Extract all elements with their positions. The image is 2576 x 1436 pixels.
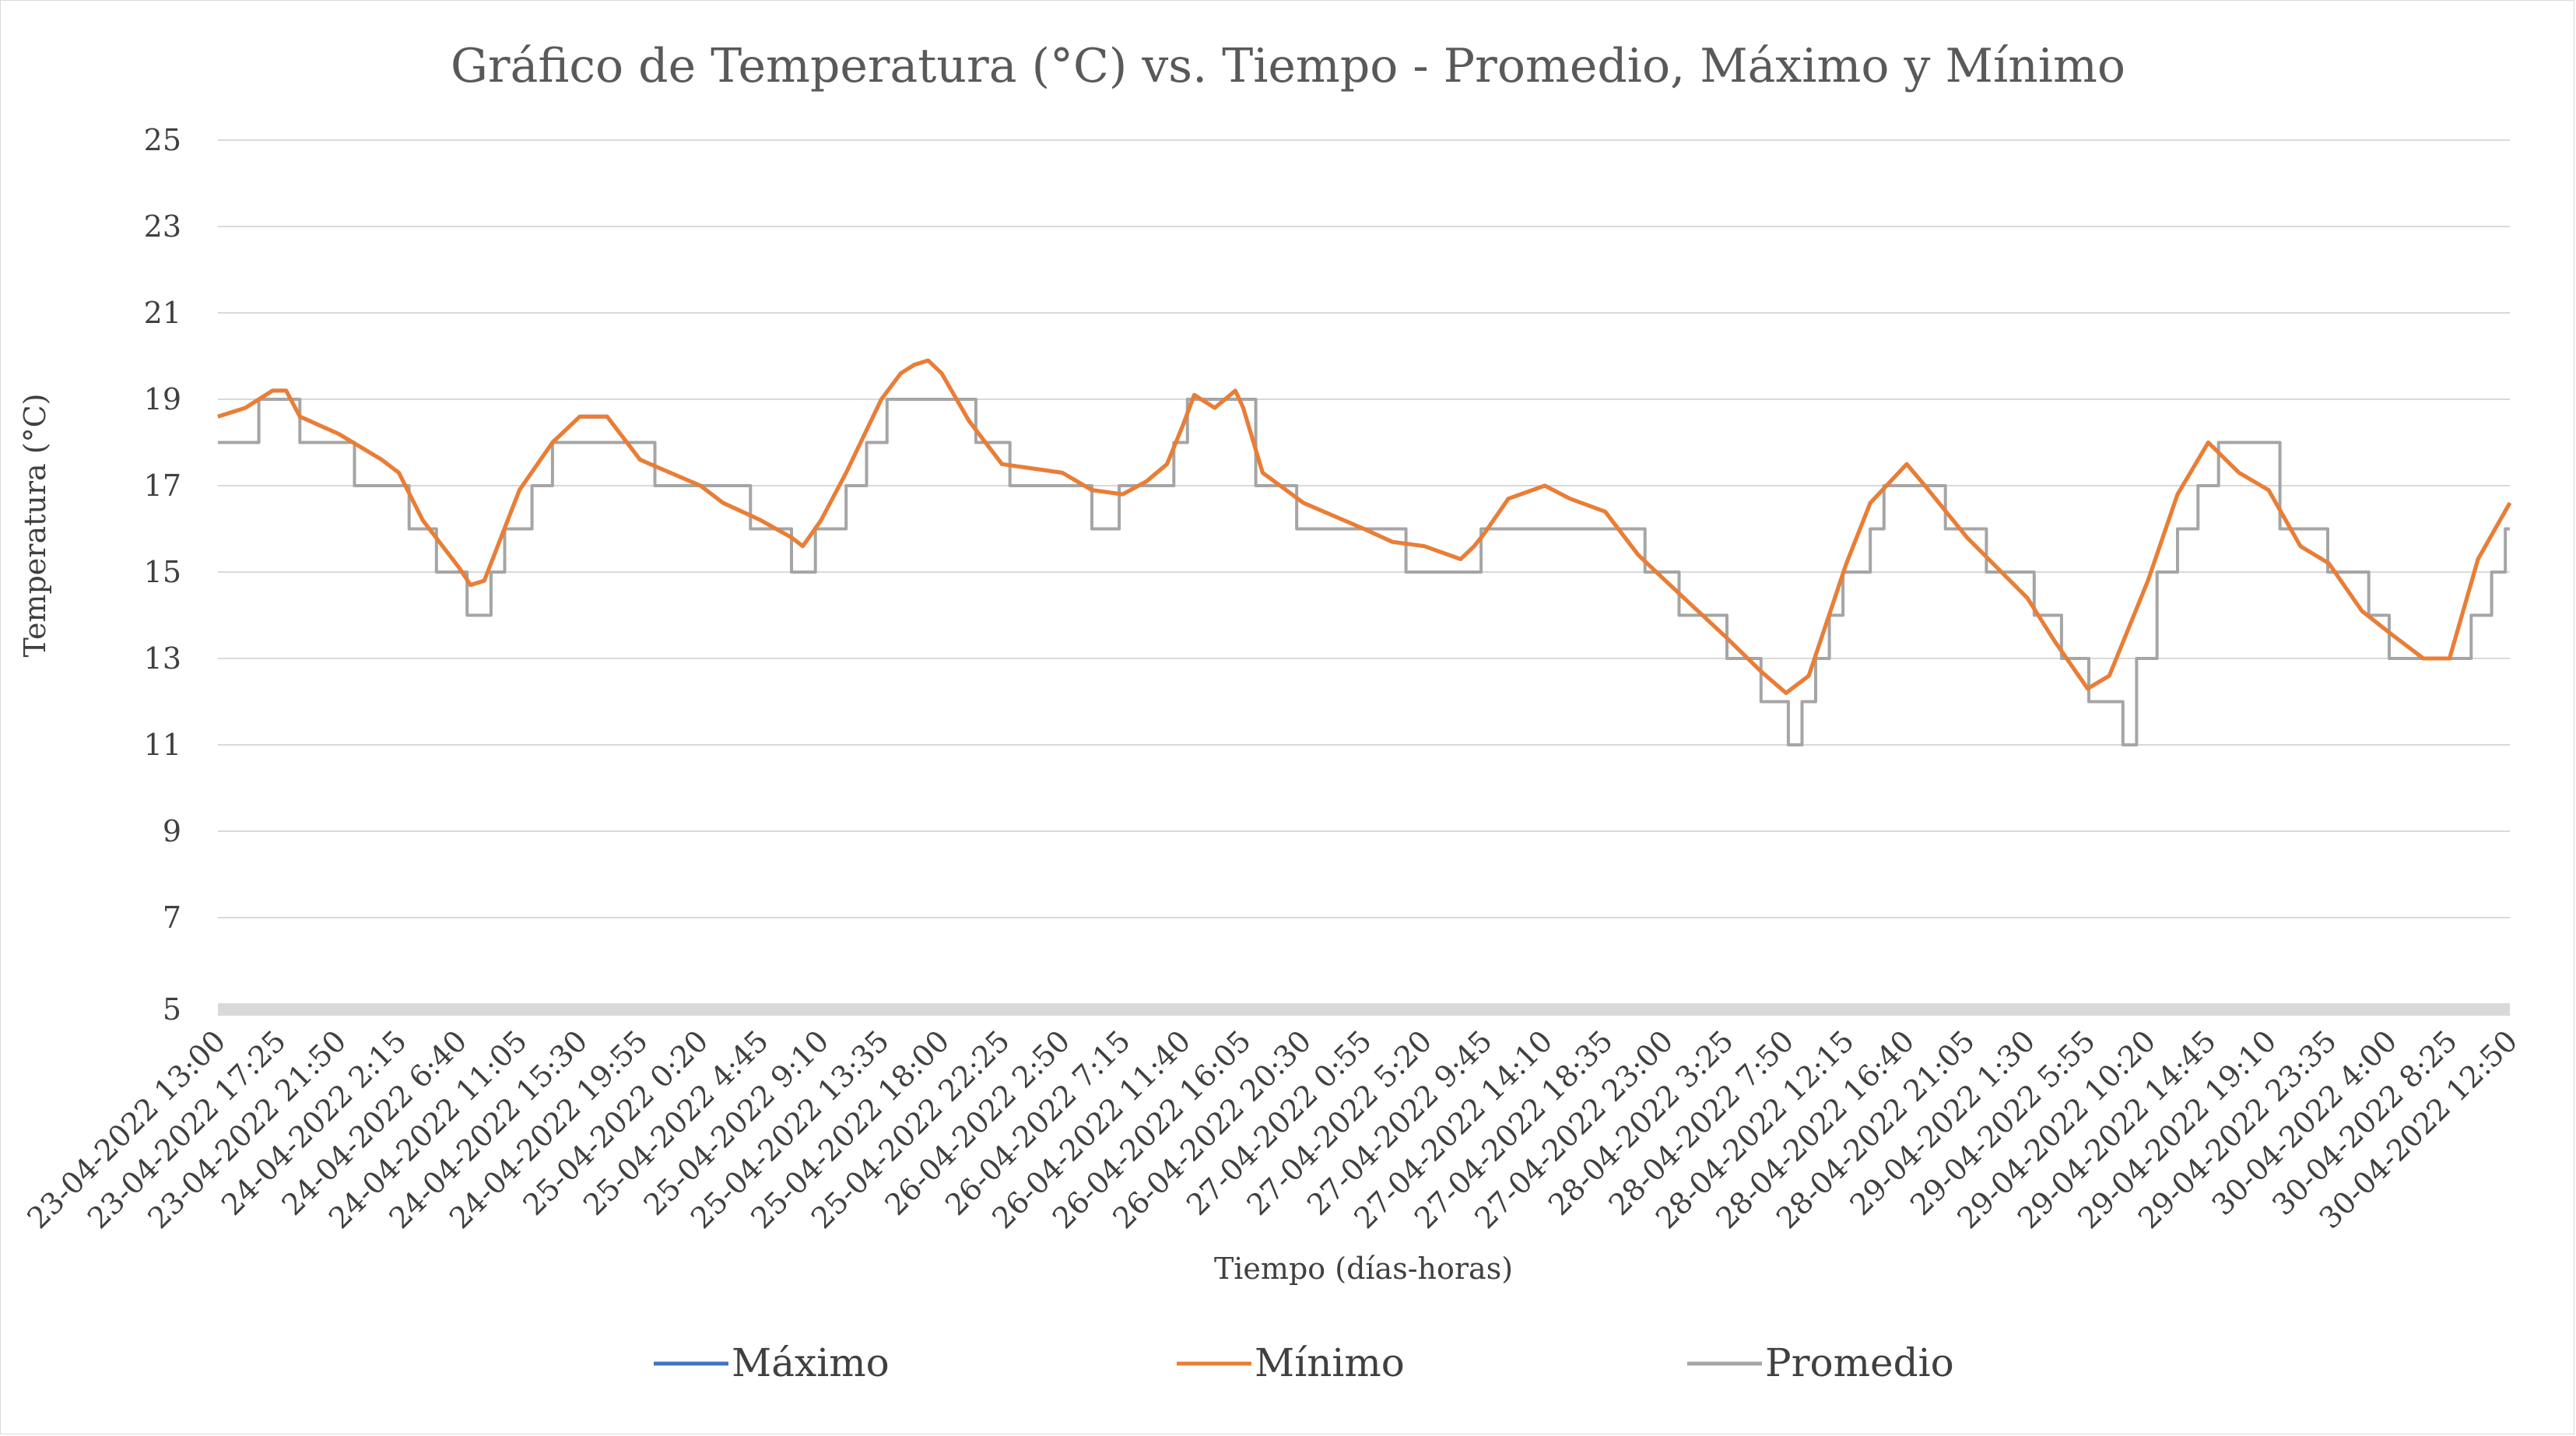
y-tick-label: 7 <box>163 901 181 935</box>
y-tick-label: 23 <box>144 209 181 244</box>
gridlines <box>218 139 2510 1016</box>
y-tick-label: 19 <box>144 382 181 416</box>
legend-label-minimo: Mínimo <box>1255 1340 1405 1385</box>
y-tick-label: 17 <box>144 469 181 503</box>
series-lines <box>217 358 2512 746</box>
y-tick-label: 25 <box>144 123 181 157</box>
x-axis-baseline <box>218 1003 2510 1016</box>
legend-label-maximo: Máximo <box>732 1340 890 1385</box>
y-tick-label: 21 <box>144 296 181 330</box>
y-tick-label: 13 <box>144 641 181 676</box>
legend: Máximo Mínimo Promedio <box>654 1340 1954 1385</box>
series-line-promedio <box>218 398 2510 746</box>
legend-label-promedio: Promedio <box>1765 1340 1954 1385</box>
y-axis-ticks: 25 23 21 19 17 15 13 11 9 7 5 <box>144 123 181 1027</box>
y-tick-label: 9 <box>163 814 181 848</box>
y-axis-title: Temperatura (°C) <box>18 394 52 658</box>
y-tick-label: 11 <box>144 728 181 762</box>
series-line-minimo <box>217 358 2512 695</box>
x-axis-title: Tiempo (días-horas) <box>1214 1252 1513 1286</box>
y-tick-label: 15 <box>144 555 181 589</box>
y-tick-label: 5 <box>163 992 181 1027</box>
chart-title: Gráfico de Temperatura (°C) vs. Tiempo -… <box>451 39 2125 93</box>
